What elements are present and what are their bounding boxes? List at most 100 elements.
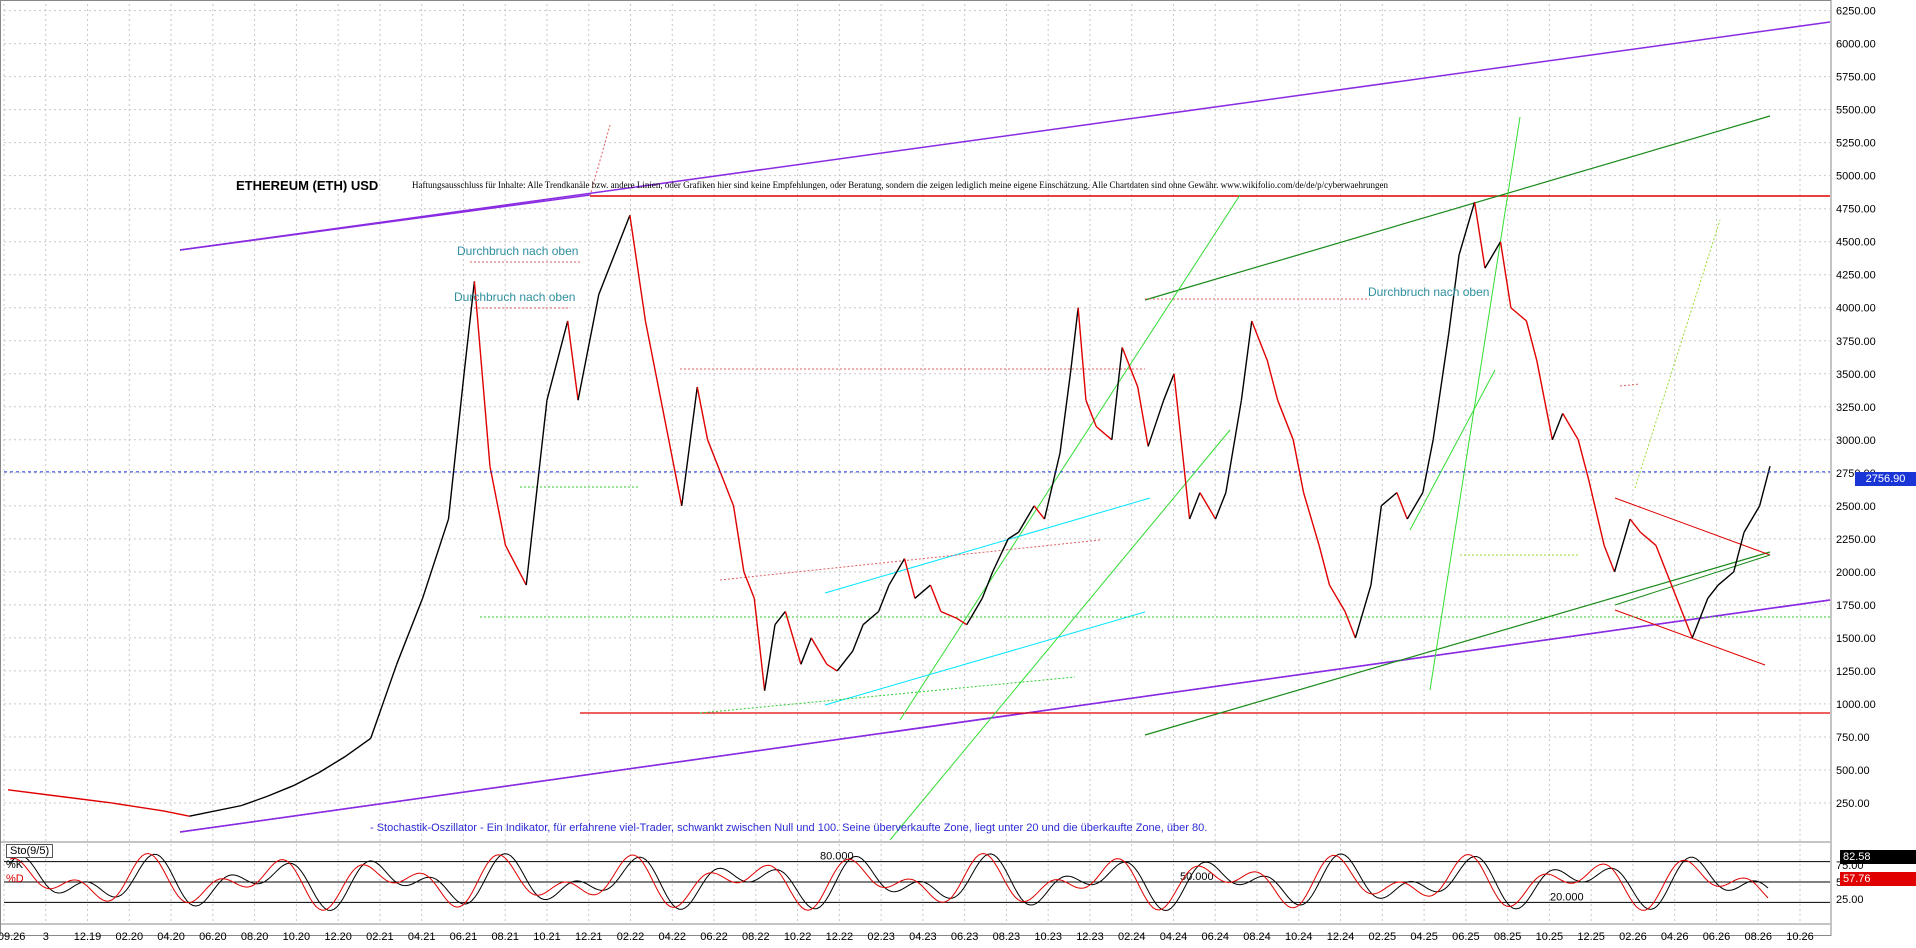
x-tick-label: 02.26 [1619,931,1647,943]
oscillator-label[interactable]: Sto(9/5) [6,844,54,858]
x-tick-label: 08.22 [742,931,770,943]
x-tick-label: 08.21 [491,931,519,943]
price-segment [1577,439,1590,480]
y-tick-label: 500.00 [1836,765,1870,777]
y-tick-label: 2250.00 [1836,534,1876,546]
price-segment [836,650,854,672]
price-segment [1458,201,1476,256]
price-segment [1717,571,1735,586]
price-segment [546,320,569,401]
price-segment [763,624,776,691]
osc-line [9,853,1769,912]
y-tick-label: 1750.00 [1836,600,1876,612]
x-tick-label: 10.25 [1536,931,1564,943]
price-segment [981,571,994,599]
price-segment [644,320,657,374]
price-segment [1665,571,1683,612]
price-segment [888,558,906,586]
trend-line [1614,554,1771,606]
trend-line [824,497,1151,594]
x-tick-label: 10.23 [1034,931,1062,943]
x-tick-label: 02.23 [867,931,895,943]
price-segment [1095,426,1113,441]
price-segment [1007,531,1019,540]
x-tick-label: 04.22 [659,931,687,943]
x-tick-label: 04.20 [157,931,185,943]
y-tick-label: 2000.00 [1836,567,1876,579]
y-tick-label: 5250.00 [1836,138,1876,150]
y-tick-label: 750.00 [1836,732,1870,744]
price-segment [1406,492,1424,520]
x-tick-label: 10.22 [784,931,812,943]
price-segment [1613,518,1631,573]
osc-line [9,852,1769,911]
price-segment [1302,492,1320,546]
price-segment [1354,584,1372,639]
price-segment [1536,360,1554,440]
x-tick-label: 02.22 [617,931,645,943]
trend-line [1144,551,1771,736]
price-segment [577,294,600,401]
price-segment [1629,518,1641,533]
annotation-breakout-2: Durchbruch nach oben [454,290,576,304]
price-segment [722,479,735,507]
price-segment [1499,241,1512,308]
trend-line [899,194,1241,721]
price-segment [1655,545,1668,573]
price-segment [1085,399,1097,427]
x-tick-label: 12.20 [324,931,352,943]
x-tick-label: 08.23 [993,931,1021,943]
price-segment [1380,492,1398,507]
price-segment [1473,201,1486,269]
price-segment [1121,347,1139,388]
x-tick-label: 02.25 [1369,931,1397,943]
price-segment [1017,505,1035,533]
price-segment [1214,492,1227,520]
price-segment [955,617,968,626]
x-tick-label: 10.26 [1786,931,1814,943]
price-segment [1188,492,1201,520]
guide-line [719,539,1101,581]
price-segment [914,584,931,599]
y-tick-label: 1000.00 [1836,699,1876,711]
plot-frame [0,0,1832,936]
annotation-breakout-1: Durchbruch nach oben [457,244,579,258]
price-segment [1396,492,1408,520]
price-segment [447,373,465,520]
price-segment [1240,320,1253,401]
price-segment [1173,373,1191,520]
x-tick-label: 06.20 [199,931,227,943]
price-segment [670,452,683,506]
y-tick-label: 3250.00 [1836,402,1876,414]
price-segment [929,584,942,612]
price-segment [1743,505,1761,533]
x-tick-label: 06.22 [700,931,728,943]
price-segment [1111,347,1123,440]
price-segment [629,215,647,322]
disclaimer: Haftungsausschluss für Inhalte: Alle Tre… [412,180,1389,190]
price-segment [463,281,476,374]
stochastic-note: - Stochastik-Oszillator - Ein Indikator,… [370,822,1208,834]
price-segment [1043,452,1061,520]
price-segment [800,637,812,665]
x-tick-label: 06.21 [450,931,478,943]
price-segment [826,663,838,672]
x-tick-label: 12.22 [826,931,854,943]
price-segment [1318,545,1331,586]
guide-line [1634,219,1721,489]
last-price-label: 2756.90 [1855,472,1916,486]
osc-level-label: 50.000 [1180,871,1214,883]
y-tick-label: 5750.00 [1836,72,1876,84]
y-tick-label: 5000.00 [1836,171,1876,183]
x-tick-label: 12.19 [74,931,102,943]
y-tick-label: 6000.00 [1836,39,1876,51]
x-tick-label: 12.23 [1076,931,1104,943]
price-segment [189,804,242,817]
oscillator-k-label: %K [6,859,24,871]
price-segment [1266,360,1279,401]
price-segment [1199,492,1217,520]
price-segment [525,400,548,586]
price-segment [1758,466,1771,507]
price-segment [1551,413,1564,441]
price-segment [903,558,916,599]
